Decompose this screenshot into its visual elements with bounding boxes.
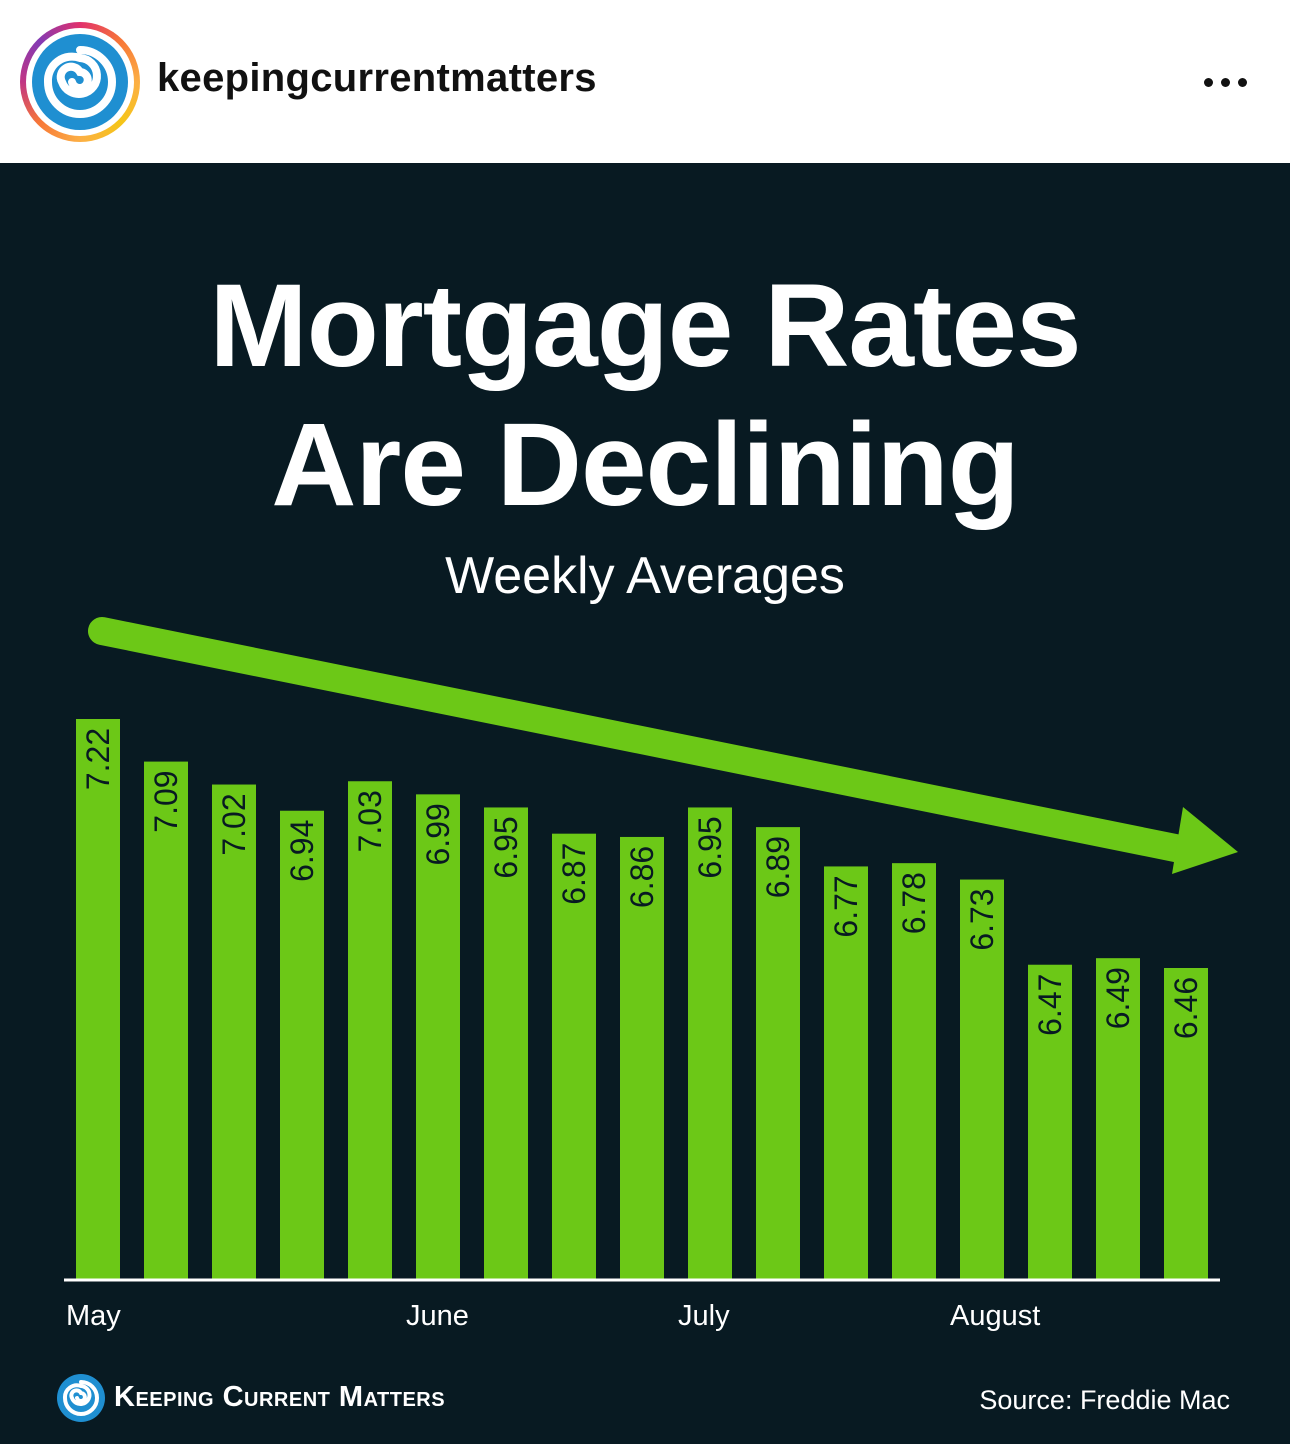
post-header: keepingcurrentmatters	[0, 0, 1290, 163]
bar-value-label: 7.22	[80, 728, 116, 790]
bar-value-label: 6.99	[420, 803, 456, 865]
chart-subtitle: Weekly Averages	[445, 547, 845, 605]
x-axis-labels: May June July August	[66, 1300, 1040, 1332]
bar-value-label: 6.47	[1032, 974, 1068, 1036]
bar	[620, 836, 664, 1280]
bar-value-label: 6.86	[624, 846, 660, 908]
post-username[interactable]: keepingcurrentmatters	[157, 56, 597, 100]
chart-title-line2: Are Declining	[271, 399, 1020, 531]
bar-value-label: 6.87	[556, 843, 592, 905]
source-credit: Source: Freddie Mac	[979, 1385, 1230, 1415]
bar-value-label: 6.49	[1100, 967, 1136, 1029]
bar-value-label: 6.73	[964, 888, 1000, 950]
bar	[892, 863, 936, 1280]
bar	[552, 833, 596, 1280]
dot	[1237, 77, 1247, 87]
bar	[280, 810, 324, 1280]
x-tick-label: August	[950, 1300, 1040, 1332]
avatar[interactable]	[20, 22, 140, 142]
dot	[1220, 77, 1230, 87]
brand-name: Keeping Current Matters	[114, 1381, 446, 1413]
avatar-inner	[26, 28, 134, 136]
bar	[688, 807, 732, 1280]
trend-arrow-shaft	[88, 617, 1204, 865]
bar	[76, 719, 120, 1280]
bar-value-label: 6.78	[896, 872, 932, 934]
x-tick-label: June	[406, 1300, 469, 1332]
bar-value-label: 6.89	[760, 836, 796, 898]
bar	[1028, 964, 1072, 1280]
bar	[416, 794, 460, 1280]
bar-value-label: 6.95	[692, 816, 728, 878]
bars-group: 7.22 7.09 7.02 6.94 7.03 6.99 6.95 6.87 6.86 6.95…	[76, 719, 1208, 1280]
bar	[348, 781, 392, 1280]
trend-arrow	[88, 617, 1238, 874]
bar-chart: 7.22 7.09 7.02 6.94 7.03 6.99 6.95 6.87 6.86 6.95…	[64, 617, 1238, 1332]
bar-value-label: 7.09	[148, 770, 184, 832]
dot	[1203, 77, 1213, 87]
post-image[interactable]: Mortgage Rates Are Declining Weekly Aver…	[0, 163, 1290, 1444]
bar	[824, 866, 868, 1280]
bar	[484, 807, 528, 1280]
bar-value-label: 6.46	[1168, 977, 1204, 1039]
bar	[144, 761, 188, 1280]
bar	[756, 827, 800, 1280]
bar-value-label: 6.94	[284, 820, 320, 882]
bar-value-label: 7.03	[352, 790, 388, 852]
chart-title-line1: Mortgage Rates	[209, 260, 1081, 392]
x-tick-label: May	[66, 1300, 121, 1332]
trend-arrow-head	[1172, 807, 1238, 874]
bar	[1096, 958, 1140, 1280]
x-tick-label: July	[678, 1300, 730, 1332]
bar-value-label: 7.02	[216, 793, 252, 855]
swirl-logo-icon	[32, 34, 128, 130]
kcm-logo-icon	[57, 1374, 105, 1422]
more-options-icon[interactable]	[1190, 60, 1260, 104]
bar-value-label: 6.95	[488, 816, 524, 878]
bar	[960, 879, 1004, 1280]
bar	[1164, 968, 1208, 1280]
bar-value-label: 6.77	[828, 875, 864, 937]
bar	[212, 784, 256, 1280]
